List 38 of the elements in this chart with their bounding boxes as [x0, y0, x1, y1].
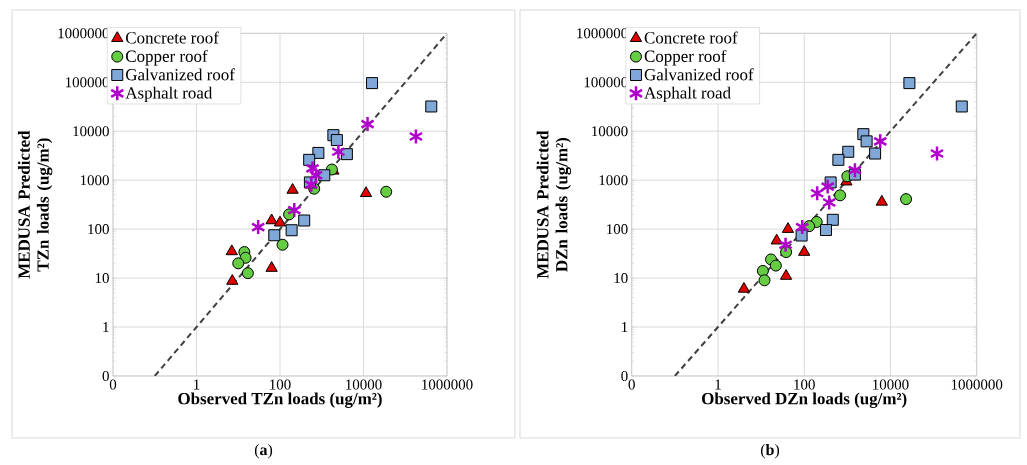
- y-tick-label: 1000: [599, 175, 628, 186]
- y-tick-label: 1000: [80, 175, 109, 186]
- y-tick-label: 10000: [592, 126, 628, 137]
- legend-label: Galvanized roof: [644, 68, 754, 81]
- y-tick-label: 1: [622, 322, 628, 332]
- x-tick-label: 0: [628, 379, 635, 390]
- y-tick-label: 0: [102, 370, 109, 382]
- legend-label: Concrete roof: [126, 31, 219, 44]
- legend-label: Concrete roof: [644, 31, 738, 44]
- y-tick-label: 100: [607, 224, 628, 235]
- x-tick-label: 100: [270, 379, 291, 390]
- x-tick-label: 1000000: [422, 379, 473, 390]
- x-tick-label: 100: [794, 379, 815, 390]
- text: (a): [254, 443, 273, 459]
- legend-label: Asphalt road: [644, 86, 731, 103]
- y-tick-label: 100000: [65, 77, 109, 88]
- y-tick-label: 10: [614, 273, 628, 284]
- x-axis-title: Observed DZn loads (ug/m²): [702, 392, 907, 408]
- y-axis-title: MEDUSA Predicted DZn loads (ug/m²): [536, 130, 572, 279]
- legend-label: Galvanized roof: [126, 68, 235, 81]
- text: (b): [760, 443, 780, 459]
- legend-label: Copper roof: [126, 49, 208, 66]
- y-axis-title: MEDUSA Predicted TZn loads (ug/m²): [17, 130, 53, 279]
- y-tick-label: 10000: [73, 126, 109, 137]
- x-tick-label: 1: [715, 379, 721, 390]
- x-tick-label: 1: [194, 379, 200, 390]
- y-tick-label: 100: [88, 224, 109, 235]
- x-tick-label: 1000000: [951, 379, 1003, 390]
- y-tick-label: 0: [621, 370, 628, 382]
- y-tick-label: 1000000: [58, 28, 109, 39]
- y-tick-label: 10: [95, 273, 109, 284]
- legend-label: Copper roof: [644, 49, 727, 66]
- legend-label: Asphalt road: [125, 86, 213, 103]
- x-tick-label: 10000: [873, 379, 909, 390]
- x-tick-label: 10000: [346, 379, 382, 390]
- x-tick-label: 0: [109, 379, 117, 390]
- x-axis-title: Observed TZn loads (ug/m²): [178, 392, 382, 408]
- y-tick-label: 1: [103, 322, 109, 332]
